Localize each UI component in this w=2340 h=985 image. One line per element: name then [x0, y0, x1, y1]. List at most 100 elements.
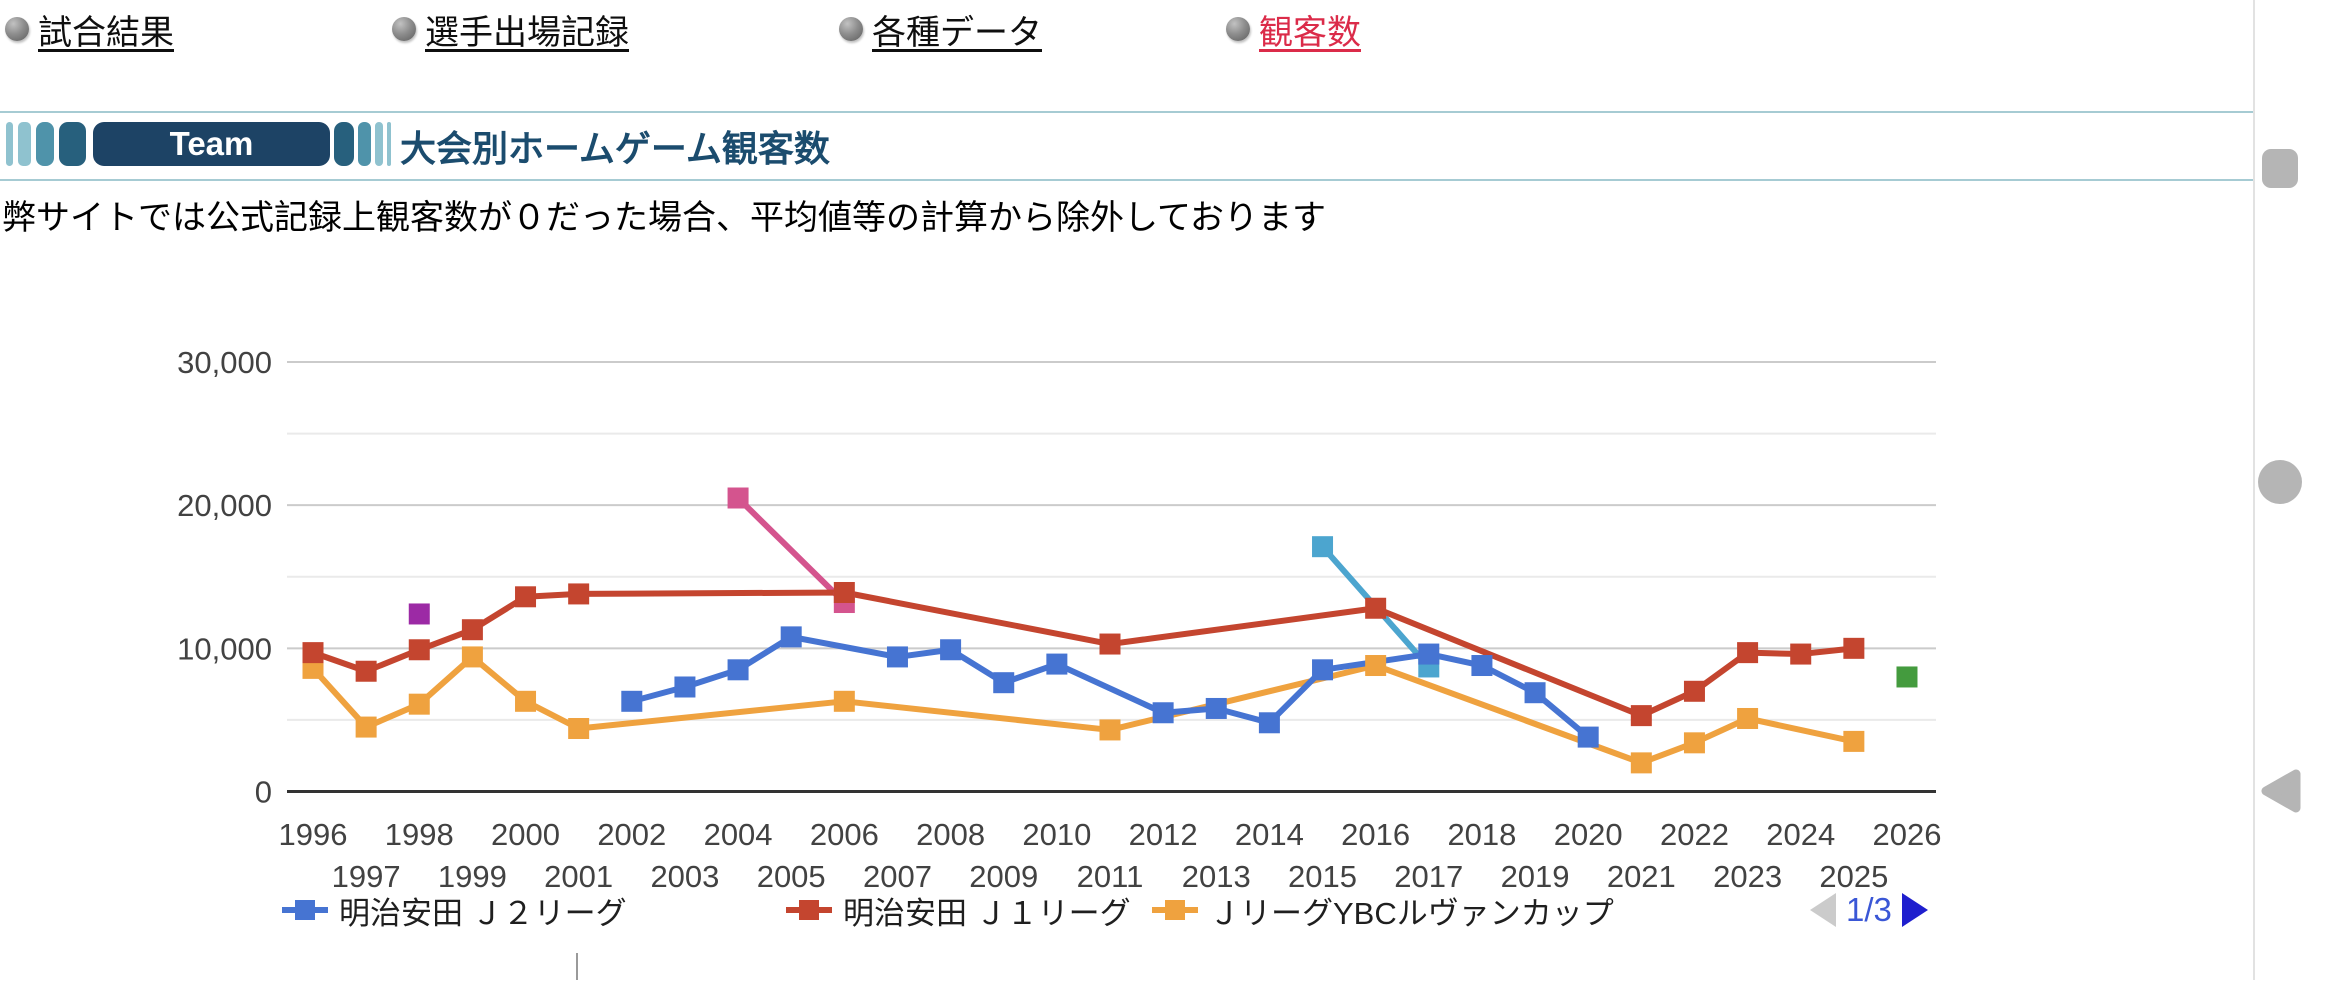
legend-prev-page-icon[interactable]: [1810, 893, 1836, 927]
x-axis-tick-label: 2009: [969, 859, 1038, 894]
data-point-marker[interactable]: [1152, 702, 1174, 724]
bullet-icon: [1226, 17, 1250, 41]
data-point-marker[interactable]: [1365, 655, 1387, 677]
data-point-marker[interactable]: [568, 718, 590, 740]
x-axis-tick-label: 2003: [650, 859, 719, 894]
floating-circle-button[interactable]: [2258, 460, 2302, 504]
data-point-marker[interactable]: [355, 716, 377, 738]
data-point-marker[interactable]: [1577, 726, 1599, 748]
data-point-marker[interactable]: [886, 646, 908, 668]
x-axis-tick-label: 2000: [491, 817, 560, 852]
bullet-icon: [392, 17, 416, 41]
data-point-marker[interactable]: [1312, 659, 1334, 681]
legend-item-j2-league[interactable]: 明治安田 Ｊ２リーグ: [282, 893, 627, 931]
data-point-marker[interactable]: [568, 583, 590, 605]
data-point-marker[interactable]: [1737, 642, 1759, 664]
data-point-marker[interactable]: [674, 676, 696, 698]
x-axis-tick-label: 2006: [810, 817, 879, 852]
y-axis-tick-label: 30,000: [177, 345, 272, 380]
x-axis-tick-label: 2017: [1394, 859, 1463, 894]
data-point-marker[interactable]: [1099, 633, 1121, 655]
legend-label: 明治安田 Ｊ１リーグ: [843, 895, 1131, 931]
data-point-marker[interactable]: [1046, 653, 1068, 675]
team-badge-label: Team: [169, 125, 254, 162]
decorative-bar: [36, 122, 54, 166]
data-point-marker[interactable]: [408, 693, 430, 715]
data-point-marker[interactable]: [1683, 680, 1705, 702]
data-point-marker[interactable]: [408, 603, 430, 625]
floating-back-arrow-button[interactable]: [2258, 768, 2302, 814]
data-point-marker[interactable]: [302, 642, 324, 664]
data-point-marker[interactable]: [940, 639, 962, 661]
decorative-bar: [334, 122, 354, 166]
series-line: [735, 495, 848, 606]
nav-item-label[interactable]: 選手出場記録: [425, 13, 629, 52]
nav-item-label[interactable]: 各種データ: [872, 13, 1042, 52]
legend-pagination: 1/3: [1810, 891, 1928, 928]
data-point-marker[interactable]: [1365, 597, 1387, 619]
data-point-marker[interactable]: [515, 586, 537, 608]
x-axis-tick-label: 2013: [1182, 859, 1251, 894]
team-badge: Team: [93, 122, 330, 166]
data-point-marker[interactable]: [1630, 752, 1652, 774]
x-axis-tick-label: 1997: [332, 859, 401, 894]
data-point-marker[interactable]: [727, 487, 749, 509]
data-point-marker[interactable]: [1418, 643, 1440, 665]
data-point-marker[interactable]: [727, 659, 749, 681]
nav-item-match-results[interactable]: 試合結果: [5, 6, 174, 52]
data-point-marker[interactable]: [461, 619, 483, 641]
x-axis-tick-label: 2015: [1288, 859, 1357, 894]
legend-swatch-icon: [282, 893, 328, 927]
data-point-marker[interactable]: [1524, 682, 1546, 704]
data-point-marker[interactable]: [461, 646, 483, 668]
data-point-marker[interactable]: [621, 690, 643, 712]
data-point-marker[interactable]: [1205, 697, 1227, 719]
legend-next-page-icon[interactable]: [1901, 893, 1928, 927]
floating-square-button[interactable]: [2262, 149, 2298, 188]
data-point-marker[interactable]: [1630, 705, 1652, 727]
bottom-section-divider: [576, 953, 578, 980]
legend-item-j1-league[interactable]: 明治安田 Ｊ１リーグ: [786, 893, 1131, 931]
data-point-marker[interactable]: [833, 581, 855, 603]
data-point-marker[interactable]: [1737, 707, 1759, 729]
bullet-icon: [5, 17, 29, 41]
nav-item-various-data[interactable]: 各種データ: [839, 6, 1042, 52]
data-point-marker[interactable]: [1312, 536, 1334, 558]
legend-label: 明治安田 Ｊ２リーグ: [339, 895, 627, 931]
data-point-marker[interactable]: [1683, 732, 1705, 754]
data-point-marker[interactable]: [833, 690, 855, 712]
decorative-bar: [358, 122, 371, 166]
nav-item-player-appearances[interactable]: 選手出場記録: [392, 6, 629, 52]
data-point-marker[interactable]: [1843, 637, 1865, 659]
data-point-marker[interactable]: [780, 626, 802, 648]
legend-swatch-icon: [786, 893, 832, 927]
legend-item-levain-cup[interactable]: ＪリーグYBCルヴァンカップ: [1152, 893, 1614, 931]
x-axis-tick-label: 2023: [1713, 859, 1782, 894]
data-point-marker[interactable]: [1099, 719, 1121, 741]
data-point-marker[interactable]: [1896, 666, 1918, 688]
data-point-marker[interactable]: [515, 690, 537, 712]
x-axis-tick-label: 2018: [1447, 817, 1516, 852]
content-right-divider: [2253, 0, 2255, 980]
x-axis-tick-label: 2002: [597, 817, 666, 852]
data-point-marker[interactable]: [355, 660, 377, 682]
legend-swatch-icon: [1152, 893, 1198, 927]
x-axis-tick-label: 2016: [1341, 817, 1410, 852]
data-point-marker[interactable]: [408, 639, 430, 661]
x-axis-tick-label: 2019: [1501, 859, 1570, 894]
decorative-bar: [18, 122, 31, 166]
nav-item-attendance[interactable]: 観客数: [1226, 6, 1361, 52]
data-point-marker[interactable]: [1843, 730, 1865, 752]
nav-item-label[interactable]: 試合結果: [38, 13, 174, 52]
x-axis-tick-label: 2021: [1607, 859, 1676, 894]
exclusion-note: 弊サイトでは公式記録上観客数が０だった場合、平均値等の計算から除外しております: [2, 199, 1326, 237]
nav-item-label[interactable]: 観客数: [1259, 13, 1361, 52]
x-axis-tick-label: 2025: [1819, 859, 1888, 894]
data-point-marker[interactable]: [1790, 643, 1812, 665]
data-point-marker[interactable]: [1258, 712, 1280, 734]
series-line: [310, 589, 1857, 719]
data-point-marker[interactable]: [993, 672, 1015, 694]
data-point-marker[interactable]: [1471, 655, 1493, 677]
decorative-bar: [6, 122, 13, 166]
